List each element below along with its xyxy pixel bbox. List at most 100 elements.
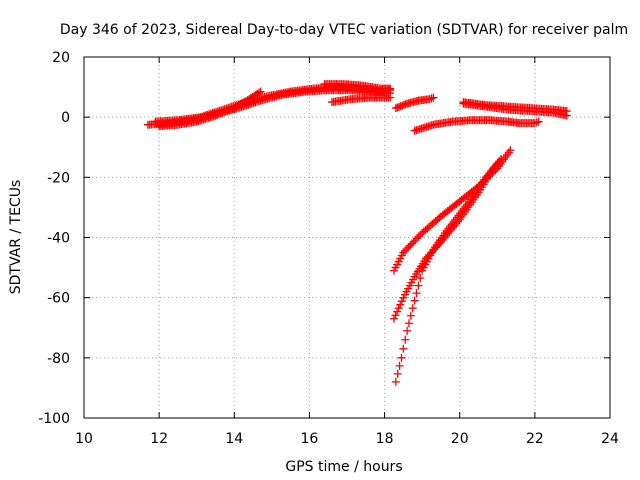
y-tick-label: -60 bbox=[47, 291, 70, 307]
data-point bbox=[410, 296, 419, 305]
data-point bbox=[414, 281, 423, 290]
data-point bbox=[404, 243, 413, 252]
data-point bbox=[401, 335, 410, 344]
data-point bbox=[225, 106, 234, 115]
data-point bbox=[495, 157, 504, 166]
data-point bbox=[401, 246, 410, 255]
data-point bbox=[254, 88, 263, 97]
data-point bbox=[399, 344, 408, 353]
data-point bbox=[235, 101, 244, 110]
data-point bbox=[391, 377, 400, 386]
data-point bbox=[534, 117, 543, 126]
data-point bbox=[223, 106, 232, 115]
x-tick-labels: 10 12 14 16 18 20 22 24 bbox=[75, 431, 619, 447]
data-point bbox=[408, 304, 417, 313]
data-point bbox=[414, 232, 423, 241]
x-tick-label: 10 bbox=[75, 431, 93, 447]
y-tick-label: -80 bbox=[47, 351, 70, 367]
data-point bbox=[427, 94, 436, 103]
data-point bbox=[389, 314, 398, 323]
data-point bbox=[429, 93, 438, 102]
x-tick-label: 14 bbox=[225, 431, 243, 447]
data-point bbox=[213, 110, 222, 119]
data-point bbox=[391, 311, 400, 320]
data-point bbox=[230, 104, 239, 113]
data-point bbox=[397, 353, 406, 362]
data-series-track-12 bbox=[391, 155, 506, 386]
data-point bbox=[399, 248, 408, 257]
data-point bbox=[236, 100, 245, 109]
data-point bbox=[492, 161, 501, 170]
data-series-track-5 bbox=[327, 93, 395, 107]
data-point bbox=[220, 108, 229, 117]
data-point bbox=[211, 111, 220, 120]
data-point bbox=[397, 297, 406, 306]
data-point bbox=[413, 234, 422, 243]
data-point bbox=[403, 326, 412, 335]
data-point bbox=[506, 146, 515, 155]
data-point bbox=[482, 173, 491, 182]
data-point bbox=[487, 167, 496, 176]
data-point bbox=[532, 118, 541, 127]
data-series-track-4 bbox=[320, 80, 395, 93]
y-tick-label: 20 bbox=[52, 50, 70, 66]
data-point bbox=[488, 165, 497, 174]
data-series-track-8 bbox=[459, 99, 571, 120]
data-point bbox=[256, 87, 265, 96]
grid-lines bbox=[84, 57, 610, 418]
data-point bbox=[396, 300, 405, 309]
x-tick-label: 22 bbox=[526, 431, 544, 447]
data-point bbox=[226, 105, 235, 114]
data-point bbox=[221, 107, 230, 116]
y-tick-label: -100 bbox=[38, 411, 70, 427]
data-point bbox=[416, 274, 425, 283]
x-axis-label: GPS time / hours bbox=[285, 459, 402, 475]
axis-ticks bbox=[83, 56, 611, 419]
data-point bbox=[411, 236, 420, 245]
data-point bbox=[394, 304, 403, 313]
data-point bbox=[404, 319, 413, 328]
data-point bbox=[395, 361, 404, 370]
data-point bbox=[409, 237, 418, 246]
y-tick-label: -40 bbox=[47, 231, 70, 247]
y-axis-label: SDTVAR / TECUs bbox=[8, 180, 24, 295]
data-series-track-9 bbox=[410, 116, 543, 135]
x-tick-label: 24 bbox=[601, 431, 619, 447]
chart-title: Day 346 of 2023, Sidereal Day-to-day VTE… bbox=[60, 22, 628, 38]
data-point bbox=[402, 244, 411, 253]
x-tick-label: 20 bbox=[451, 431, 469, 447]
data-point bbox=[386, 84, 395, 93]
data-point bbox=[497, 155, 506, 164]
data-point bbox=[483, 171, 492, 180]
data-point bbox=[530, 119, 539, 128]
data-point bbox=[412, 289, 421, 298]
data-point bbox=[218, 108, 227, 117]
data-point bbox=[393, 307, 402, 316]
data-point bbox=[406, 241, 415, 250]
data-series-track-6 bbox=[391, 93, 438, 113]
data-point bbox=[241, 97, 250, 106]
data-point bbox=[228, 104, 237, 113]
data-point bbox=[238, 99, 247, 108]
data-point bbox=[216, 109, 225, 118]
x-tick-label: 16 bbox=[301, 431, 319, 447]
y-tick-label: 0 bbox=[61, 110, 70, 126]
x-tick-label: 12 bbox=[150, 431, 168, 447]
data-point bbox=[386, 93, 395, 102]
data-point bbox=[214, 110, 223, 119]
data-series-track-3 bbox=[155, 87, 265, 131]
data-point bbox=[425, 95, 434, 104]
data-point bbox=[393, 369, 402, 378]
data-point bbox=[231, 103, 240, 112]
x-tick-label: 18 bbox=[376, 431, 394, 447]
data-point bbox=[493, 159, 502, 168]
data-point bbox=[562, 111, 571, 120]
data-point bbox=[428, 247, 437, 256]
y-tick-labels: 20 0 -20 -40 -60 -80 -100 bbox=[38, 50, 70, 427]
data-point bbox=[240, 98, 249, 107]
data-point bbox=[485, 169, 494, 178]
data-point bbox=[490, 163, 499, 172]
data-points bbox=[143, 80, 571, 386]
data-point bbox=[407, 239, 416, 248]
